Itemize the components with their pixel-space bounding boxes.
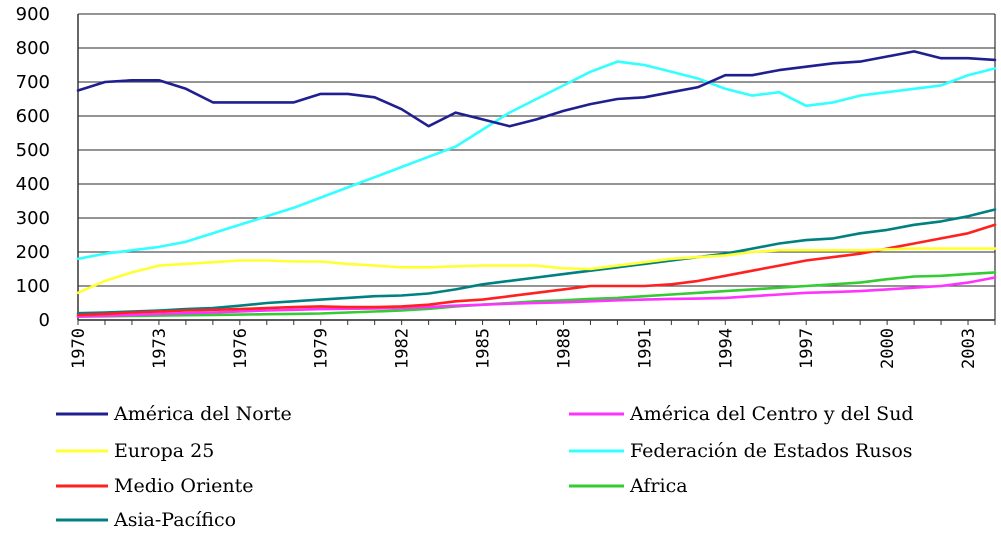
legend-label: América del Centro y del Sud <box>629 403 914 425</box>
series-line-africa <box>76 271 997 318</box>
x-tick-label: 1982 <box>393 328 413 369</box>
series-line-federaci-n-de-estados-rusos <box>76 60 997 261</box>
y-tick-label: 800 <box>16 38 50 59</box>
y-tick-label: 0 <box>39 310 50 331</box>
x-tick-label: 1994 <box>716 328 736 369</box>
x-tick-label: 1988 <box>554 328 574 369</box>
y-tick-label: 600 <box>16 106 50 127</box>
legend-label: Asia-Pacífico <box>113 509 236 531</box>
y-tick-label: 300 <box>16 208 50 229</box>
legend-label: Africa <box>629 475 688 497</box>
y-tick-label: 200 <box>16 242 50 263</box>
x-tick-label: 1973 <box>150 328 170 369</box>
x-tick-label: 1979 <box>312 328 332 369</box>
x-tick-label: 1976 <box>231 328 251 369</box>
x-tick-label: 1991 <box>635 328 655 369</box>
x-tick-label: 2003 <box>959 328 979 369</box>
y-tick-label: 100 <box>16 276 50 297</box>
y-tick-label: 500 <box>16 140 50 161</box>
y-tick-label: 400 <box>16 174 50 195</box>
y-tick-label: 700 <box>16 72 50 93</box>
series-line-asia-pac-fico <box>76 208 997 315</box>
x-tick-label: 1997 <box>797 328 817 369</box>
series-line-am-rica-del-norte <box>76 50 997 128</box>
legend-label: América del Norte <box>113 403 292 425</box>
legend-label: Europa 25 <box>114 440 214 462</box>
legend-label: Federación de Estados Rusos <box>630 440 913 462</box>
x-tick-label: 1985 <box>474 328 494 369</box>
series-line-europa-25 <box>76 247 997 295</box>
x-tick-label: 2000 <box>878 328 898 369</box>
x-tick-label: 1970 <box>69 328 89 369</box>
legend-label: Medio Oriente <box>114 475 254 497</box>
series-line-am-rica-del-centro-y-del-sud <box>76 276 997 318</box>
y-tick-label: 900 <box>16 4 50 25</box>
series-line-medio-oriente <box>76 223 997 317</box>
